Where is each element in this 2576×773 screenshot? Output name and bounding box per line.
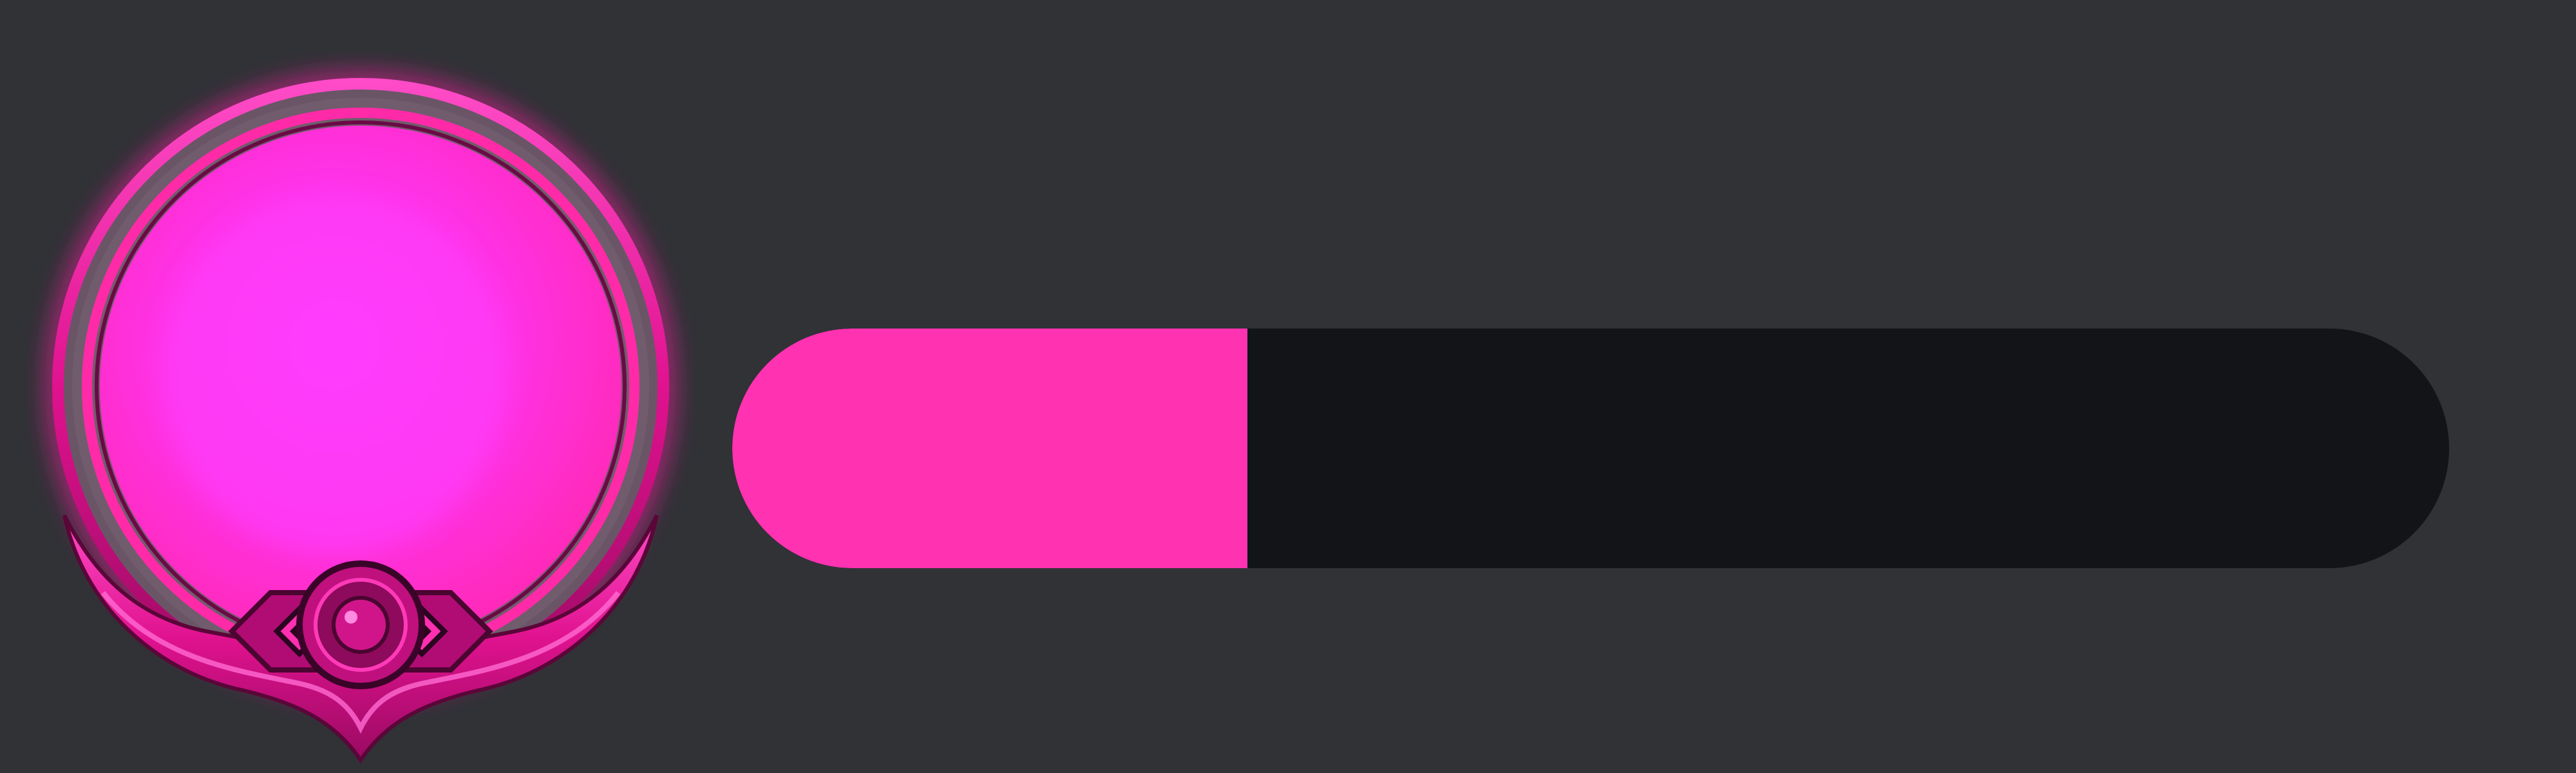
progress-fill [732, 329, 1247, 568]
avatar-frame [26, 52, 696, 773]
orb-frame-icon [45, 71, 676, 764]
progress-bar [732, 329, 2449, 568]
